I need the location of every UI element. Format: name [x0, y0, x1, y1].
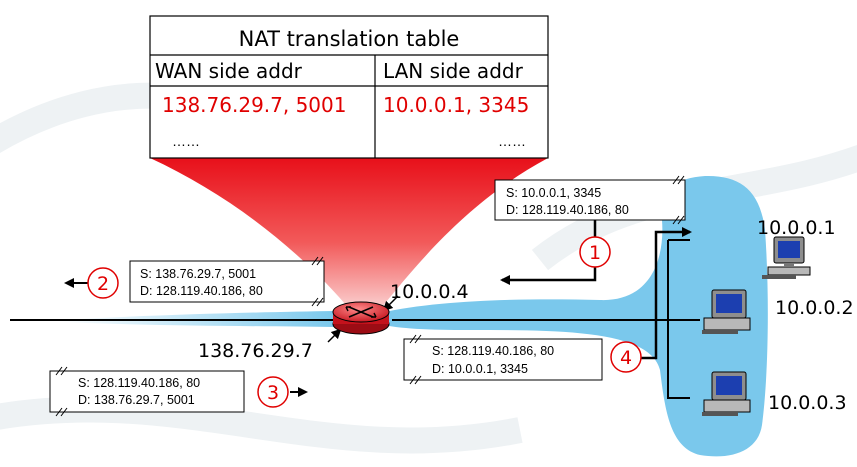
packet-1: S: 10.0.0.1, 3345 D: 128.119.40.186, 80 [494, 175, 686, 225]
lan-wiring [392, 239, 700, 399]
step-2-label: 2 [97, 273, 109, 295]
router-wan-ip: 138.76.29.7 [198, 340, 313, 362]
flow-arrow-4 [640, 227, 692, 360]
packet-2: S: 138.76.29.7, 5001 D: 128.119.40.186, … [129, 256, 325, 307]
host-1-ip: 10.0.0.1 [757, 217, 836, 239]
host-2 [702, 289, 751, 334]
host-3-ip: 10.0.0.3 [768, 392, 847, 414]
packet-4-source: S: 128.119.40.186, 80 [432, 344, 554, 358]
host-1 [762, 236, 811, 279]
step-circle-icon [87, 267, 119, 299]
desktop-computer-icon [702, 289, 751, 334]
packet-4: S: 128.119.40.186, 80 D: 10.0.0.1, 3345 [403, 334, 603, 385]
packet-3: S: 128.119.40.186, 80 D: 138.76.29.7, 50… [49, 366, 245, 417]
packet-1-destination: D: 128.119.40.186, 80 [506, 203, 629, 217]
step-2-marker: 2 [87, 267, 119, 299]
desktop-computer-icon [702, 371, 751, 416]
step-3-label: 3 [267, 382, 279, 404]
step-1-marker: 1 [579, 236, 611, 268]
packet-3-source: S: 128.119.40.186, 80 [78, 376, 200, 390]
wan-entry: 138.76.29.7, 5001 [162, 93, 346, 117]
step-4-marker: 4 [610, 341, 642, 373]
step-circle-icon [610, 341, 642, 373]
wan-side-header: WAN side addr [155, 59, 303, 83]
router-lan-ip: 10.0.0.4 [390, 281, 469, 303]
lan-entry: 10.0.0.1, 3345 [383, 93, 529, 117]
packet-4-destination: D: 10.0.0.1, 3345 [432, 362, 528, 376]
flow-arrow-1 [500, 212, 597, 285]
wan-ellipsis: …… [172, 133, 200, 149]
step-4-label: 4 [620, 347, 632, 369]
step-circle-icon [579, 236, 611, 268]
packet-1-source: S: 10.0.0.1, 3345 [506, 186, 601, 200]
step-3-marker: 3 [257, 376, 289, 408]
lan-side-header: LAN side addr [383, 59, 524, 83]
nat-translation-table: NAT translation table WAN side addr LAN … [149, 15, 549, 159]
wan-interface-pointer [327, 328, 342, 343]
router-icon [332, 301, 390, 335]
lan-ellipsis: …… [498, 133, 526, 149]
host-3 [702, 371, 751, 416]
packet-2-source: S: 138.76.29.7, 5001 [140, 267, 256, 281]
nat-table-title: NAT translation table [239, 27, 460, 51]
packet-2-destination: D: 128.119.40.186, 80 [140, 284, 263, 298]
step-circle-icon [257, 376, 289, 408]
step-1-label: 1 [589, 242, 601, 264]
nat-table-cone [150, 158, 548, 312]
host-2-ip: 10.0.0.2 [775, 297, 854, 319]
packet-3-destination: D: 138.76.29.7, 5001 [78, 393, 195, 407]
desktop-computer-icon [762, 236, 811, 279]
